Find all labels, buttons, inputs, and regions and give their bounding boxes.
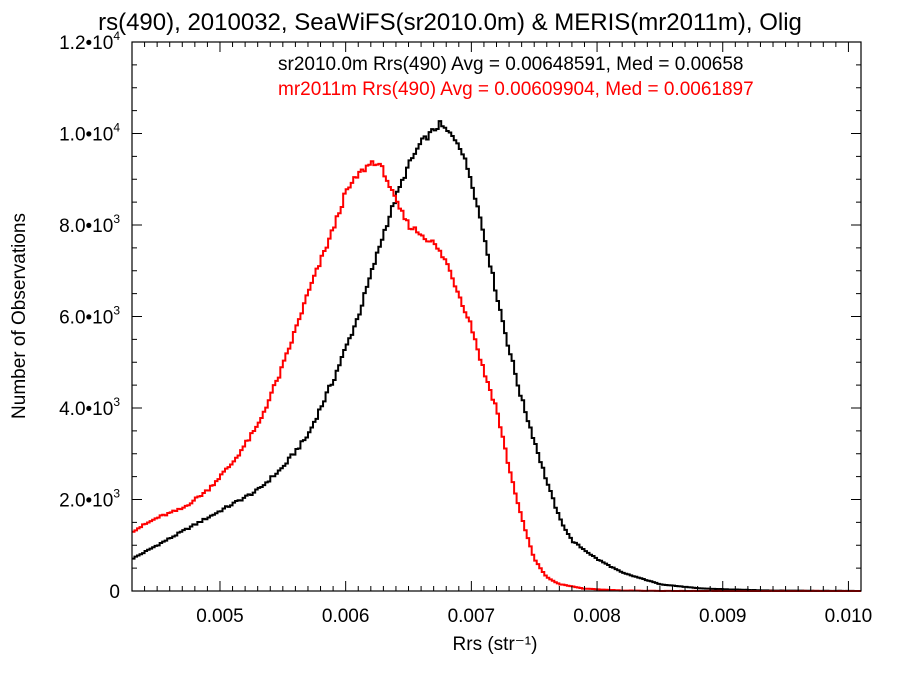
- y-tick-label: 4.0•103: [59, 395, 120, 420]
- x-tick-label: 0.006: [322, 606, 370, 627]
- y-tick-label: 0: [109, 582, 120, 603]
- y-tick-label: 6.0•103: [59, 304, 120, 329]
- legend: sr2010.0m Rrs(490) Avg = 0.00648591, Med…: [278, 54, 754, 100]
- x-tick-label: 0.010: [825, 606, 873, 627]
- x-tick-label: 0.008: [573, 606, 621, 627]
- series-line-sr2010: [132, 120, 861, 592]
- x-tick-label: 0.009: [699, 606, 747, 627]
- x-tick-label: 0.005: [196, 606, 244, 627]
- x-axis-label: Rrs (str⁻¹): [453, 634, 538, 655]
- x-tick-label: 0.007: [448, 606, 496, 627]
- chart-title: rs(490), 2010032, SeaWiFS(sr2010.0m) & M…: [98, 9, 802, 36]
- y-tick-label: 8.0•103: [59, 212, 120, 237]
- y-tick-label: 1.0•104: [59, 121, 120, 146]
- series-layer: [132, 120, 861, 592]
- plot-area: 0.005 0.006 0.007 0.008 0.009 0.010 0 2.0•103 4.…: [59, 29, 872, 627]
- y-tick-label: 1.2•104: [59, 29, 120, 54]
- y-tick-label: 2.0•103: [59, 487, 120, 512]
- legend-entry-mr2011m: mr2011m Rrs(490) Avg = 0.00609904, Med =…: [278, 79, 754, 100]
- series-line-mr2011m: [132, 160, 861, 592]
- ticks-layer: 0.005 0.006 0.007 0.008 0.009 0.010 0 2.0•103 4.…: [59, 29, 872, 627]
- y-axis-label: Number of Observations: [9, 213, 30, 419]
- legend-entry-sr2010: sr2010.0m Rrs(490) Avg = 0.00648591, Med…: [278, 54, 743, 75]
- plot-frame: [131, 41, 862, 592]
